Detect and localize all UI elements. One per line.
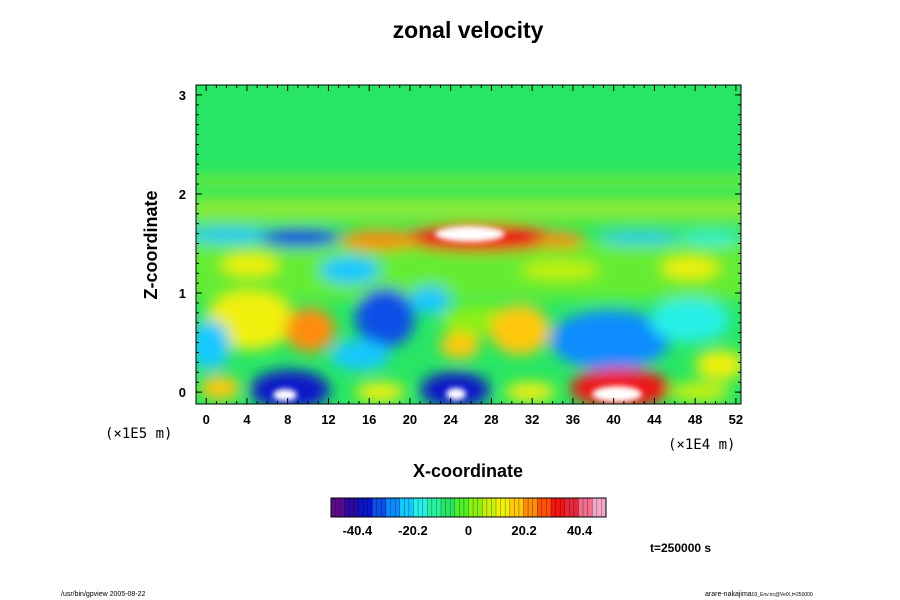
colorbar-swatch [523, 498, 538, 517]
x-tick-label: 16 [362, 412, 376, 427]
x-axis: 0 4 8 12 16 20 24 28 32 36 40 44 48 52 [203, 85, 743, 427]
footer-right-main: arare-nakajima [705, 591, 752, 598]
x-tick-label: 52 [729, 412, 743, 427]
colorbar-swatch [496, 498, 511, 517]
y-tick-label: 1 [179, 286, 186, 301]
colorbar-swatch [344, 498, 359, 517]
y-tick-label: 2 [179, 187, 186, 202]
x-tick-label: 40 [606, 412, 620, 427]
x-tick-label: 48 [688, 412, 702, 427]
colorbar-swatch [482, 498, 497, 517]
footer-right: arare-nakajima03_Env.nc@VelX,t=250000 [705, 591, 813, 598]
footer-left: /usr/bin/gpview 2005-08-22 [61, 591, 146, 598]
colorbar-swatch [468, 498, 483, 517]
x-tick-label: 0 [203, 412, 210, 427]
y-tick-label: 3 [179, 88, 186, 103]
colorbar: -40.4 -20.2 0 20.2 40.4 [330, 497, 607, 538]
x-tick-label: 44 [647, 412, 662, 427]
x-axis-title: X-coordinate [413, 461, 523, 481]
plot-frame [195, 84, 742, 405]
colorbar-swatch [399, 498, 414, 517]
colorbar-swatch [372, 498, 387, 517]
chart-title: zonal velocity [393, 17, 544, 43]
x-tick-label: 28 [484, 412, 498, 427]
colorbar-swatch [358, 498, 373, 517]
heatmap-field [196, 85, 741, 404]
colorbar-swatch [592, 498, 607, 517]
colorbar-swatch [551, 498, 566, 517]
colorbar-frame [330, 497, 607, 518]
footer-right-sub: 03_Env.nc@VelX,t=250000 [752, 592, 813, 598]
colorbar-swatch [427, 498, 442, 517]
colorbar-swatch [564, 498, 579, 517]
colorbar-swatch [509, 498, 524, 517]
colorbar-tick-label: 0 [465, 523, 472, 538]
x-tick-label: 12 [321, 412, 335, 427]
x-tick-label: 8 [284, 412, 291, 427]
y-scale-label: (×1E5 m) [105, 426, 172, 442]
x-scale-label: (×1E4 m) [668, 437, 735, 453]
colorbar-swatch [454, 498, 469, 517]
colorbar-tick-label: 40.4 [567, 523, 593, 538]
y-axis-title: Z-coordinate [141, 190, 161, 299]
colorbar-tick-label: -20.2 [398, 523, 428, 538]
colorbar-swatch [331, 498, 346, 517]
colorbar-swatch [441, 498, 456, 517]
colorbar-swatch [537, 498, 552, 517]
colorbar-swatch [386, 498, 401, 517]
y-tick-label: 0 [179, 385, 186, 400]
time-label: t=250000 s [650, 541, 711, 555]
x-tick-label: 32 [525, 412, 539, 427]
colorbar-swatch [578, 498, 593, 517]
x-tick-label: 4 [243, 412, 251, 427]
colorbar-tick-label: 20.2 [511, 523, 536, 538]
colorbar-tick-label: -40.4 [343, 523, 373, 538]
x-tick-label: 24 [443, 412, 458, 427]
y-axis: 0 1 2 3 [179, 88, 741, 400]
colorbar-swatch [413, 498, 428, 517]
x-tick-label: 36 [566, 412, 580, 427]
x-tick-label: 20 [403, 412, 417, 427]
